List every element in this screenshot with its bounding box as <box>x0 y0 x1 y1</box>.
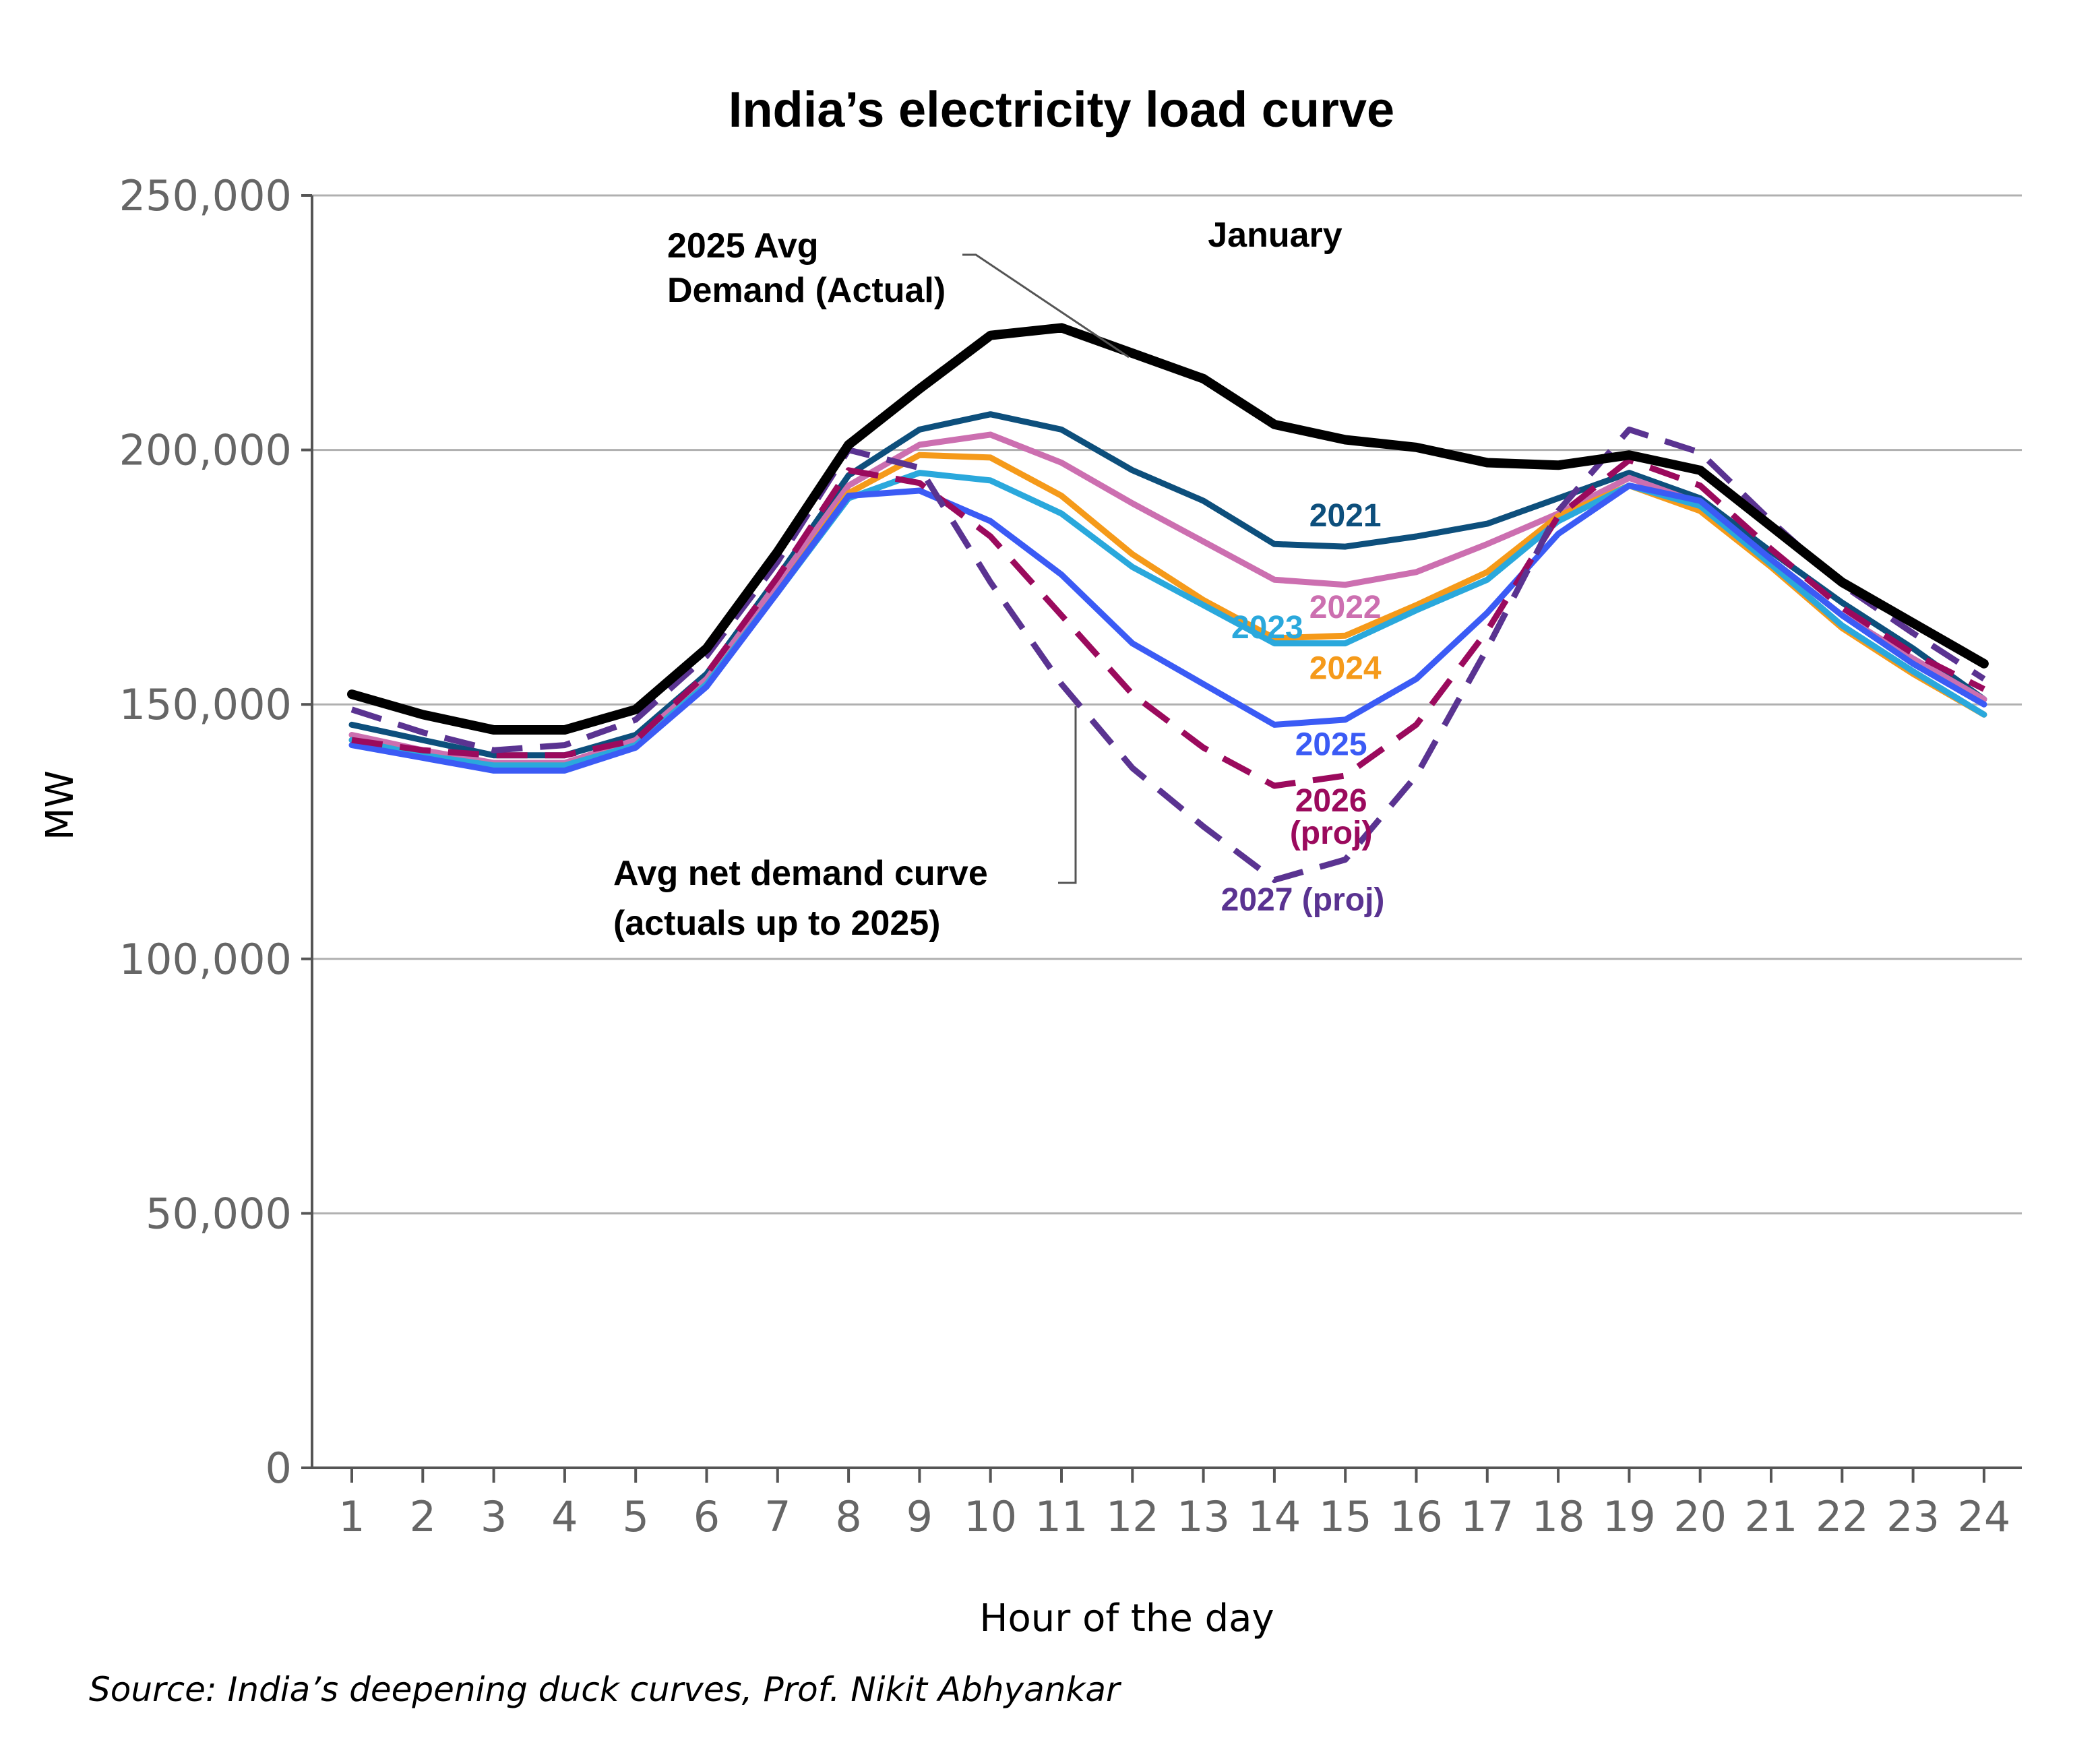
x-tick-label: 20 <box>1673 1492 1727 1541</box>
x-tick-label: 9 <box>906 1492 933 1541</box>
x-tick-label: 6 <box>693 1492 720 1541</box>
x-tick-label: 22 <box>1816 1492 1869 1541</box>
series-label: 2022 <box>1309 590 1382 625</box>
avg-demand-leader-line <box>962 253 1130 359</box>
x-tick-label: 14 <box>1247 1492 1301 1541</box>
series-label: 2021 <box>1309 498 1382 534</box>
x-tick-label: 4 <box>551 1492 578 1541</box>
y-tick-label: 200,000 <box>119 426 292 475</box>
series-label: 2026 <box>1295 783 1367 819</box>
y-tick-label: 250,000 <box>119 171 292 220</box>
series-label-suffix: (proj) <box>1290 815 1373 851</box>
x-tick-label: 7 <box>764 1492 791 1541</box>
x-tick-label: 8 <box>835 1492 861 1541</box>
x-tick-label: 11 <box>1035 1492 1088 1541</box>
net-demand-leader-line <box>1058 706 1077 884</box>
x-tick-label: 13 <box>1177 1492 1230 1541</box>
x-tick-label: 23 <box>1886 1492 1940 1541</box>
x-tick-label: 1 <box>338 1492 365 1541</box>
x-tick-label: 15 <box>1319 1492 1372 1541</box>
chart-subtitle: January <box>1208 216 1342 255</box>
series-label: 2023 <box>1231 610 1303 646</box>
gridlines <box>312 194 2022 1214</box>
series-line-2025 <box>348 483 1987 774</box>
net-demand-annotation-line1: Avg net demand curve <box>613 854 988 893</box>
x-axis-label: Hour of the day <box>979 1597 1274 1640</box>
y-tick-label: 0 <box>266 1444 292 1493</box>
chart-title: India’s electricity load curve <box>729 82 1394 137</box>
y-axis-ticks: 0 50,000 100,000 150,000 200,000 250,000 <box>119 171 312 1493</box>
y-tick-label: 50,000 <box>146 1189 292 1238</box>
series-label: 2027 (proj) <box>1221 882 1385 918</box>
x-tick-label: 24 <box>1957 1492 2010 1541</box>
series-lines <box>347 323 1989 884</box>
y-tick-label: 100,000 <box>119 935 292 984</box>
series-line-2025-avg-demand-actual <box>347 323 1989 735</box>
x-tick-label: 21 <box>1745 1492 1798 1541</box>
source-note: Source: India’s deepening duck curves, P… <box>89 1670 1122 1709</box>
net-demand-annotation-line2: (actuals up to 2025) <box>613 904 940 943</box>
y-tick-label: 150,000 <box>119 680 292 729</box>
y-axis-label: MW <box>38 770 82 840</box>
x-tick-label: 10 <box>964 1492 1017 1541</box>
x-tick-label: 17 <box>1460 1492 1514 1541</box>
series-line-2026 <box>351 457 1985 789</box>
x-tick-label: 3 <box>481 1492 507 1541</box>
series-line-2027-proj <box>350 426 1986 884</box>
avg-demand-annotation-line1: 2025 Avg <box>667 226 819 266</box>
avg-demand-annotation-line2: Demand (Actual) <box>667 271 946 310</box>
x-tick-label: 12 <box>1106 1492 1159 1541</box>
x-tick-label: 5 <box>622 1492 648 1541</box>
x-tick-label: 16 <box>1390 1492 1443 1541</box>
x-axis-ticks: 1 2 3 4 5 6 7 8 9 10 11 12 13 14 15 16 17 18 19 20 21 22 23 24 <box>338 1468 2010 1541</box>
series-label: 2025 <box>1295 727 1367 763</box>
x-tick-label: 19 <box>1603 1492 1656 1541</box>
x-tick-label: 2 <box>410 1492 436 1541</box>
x-tick-label: 18 <box>1532 1492 1585 1541</box>
series-label: 2024 <box>1309 650 1382 686</box>
